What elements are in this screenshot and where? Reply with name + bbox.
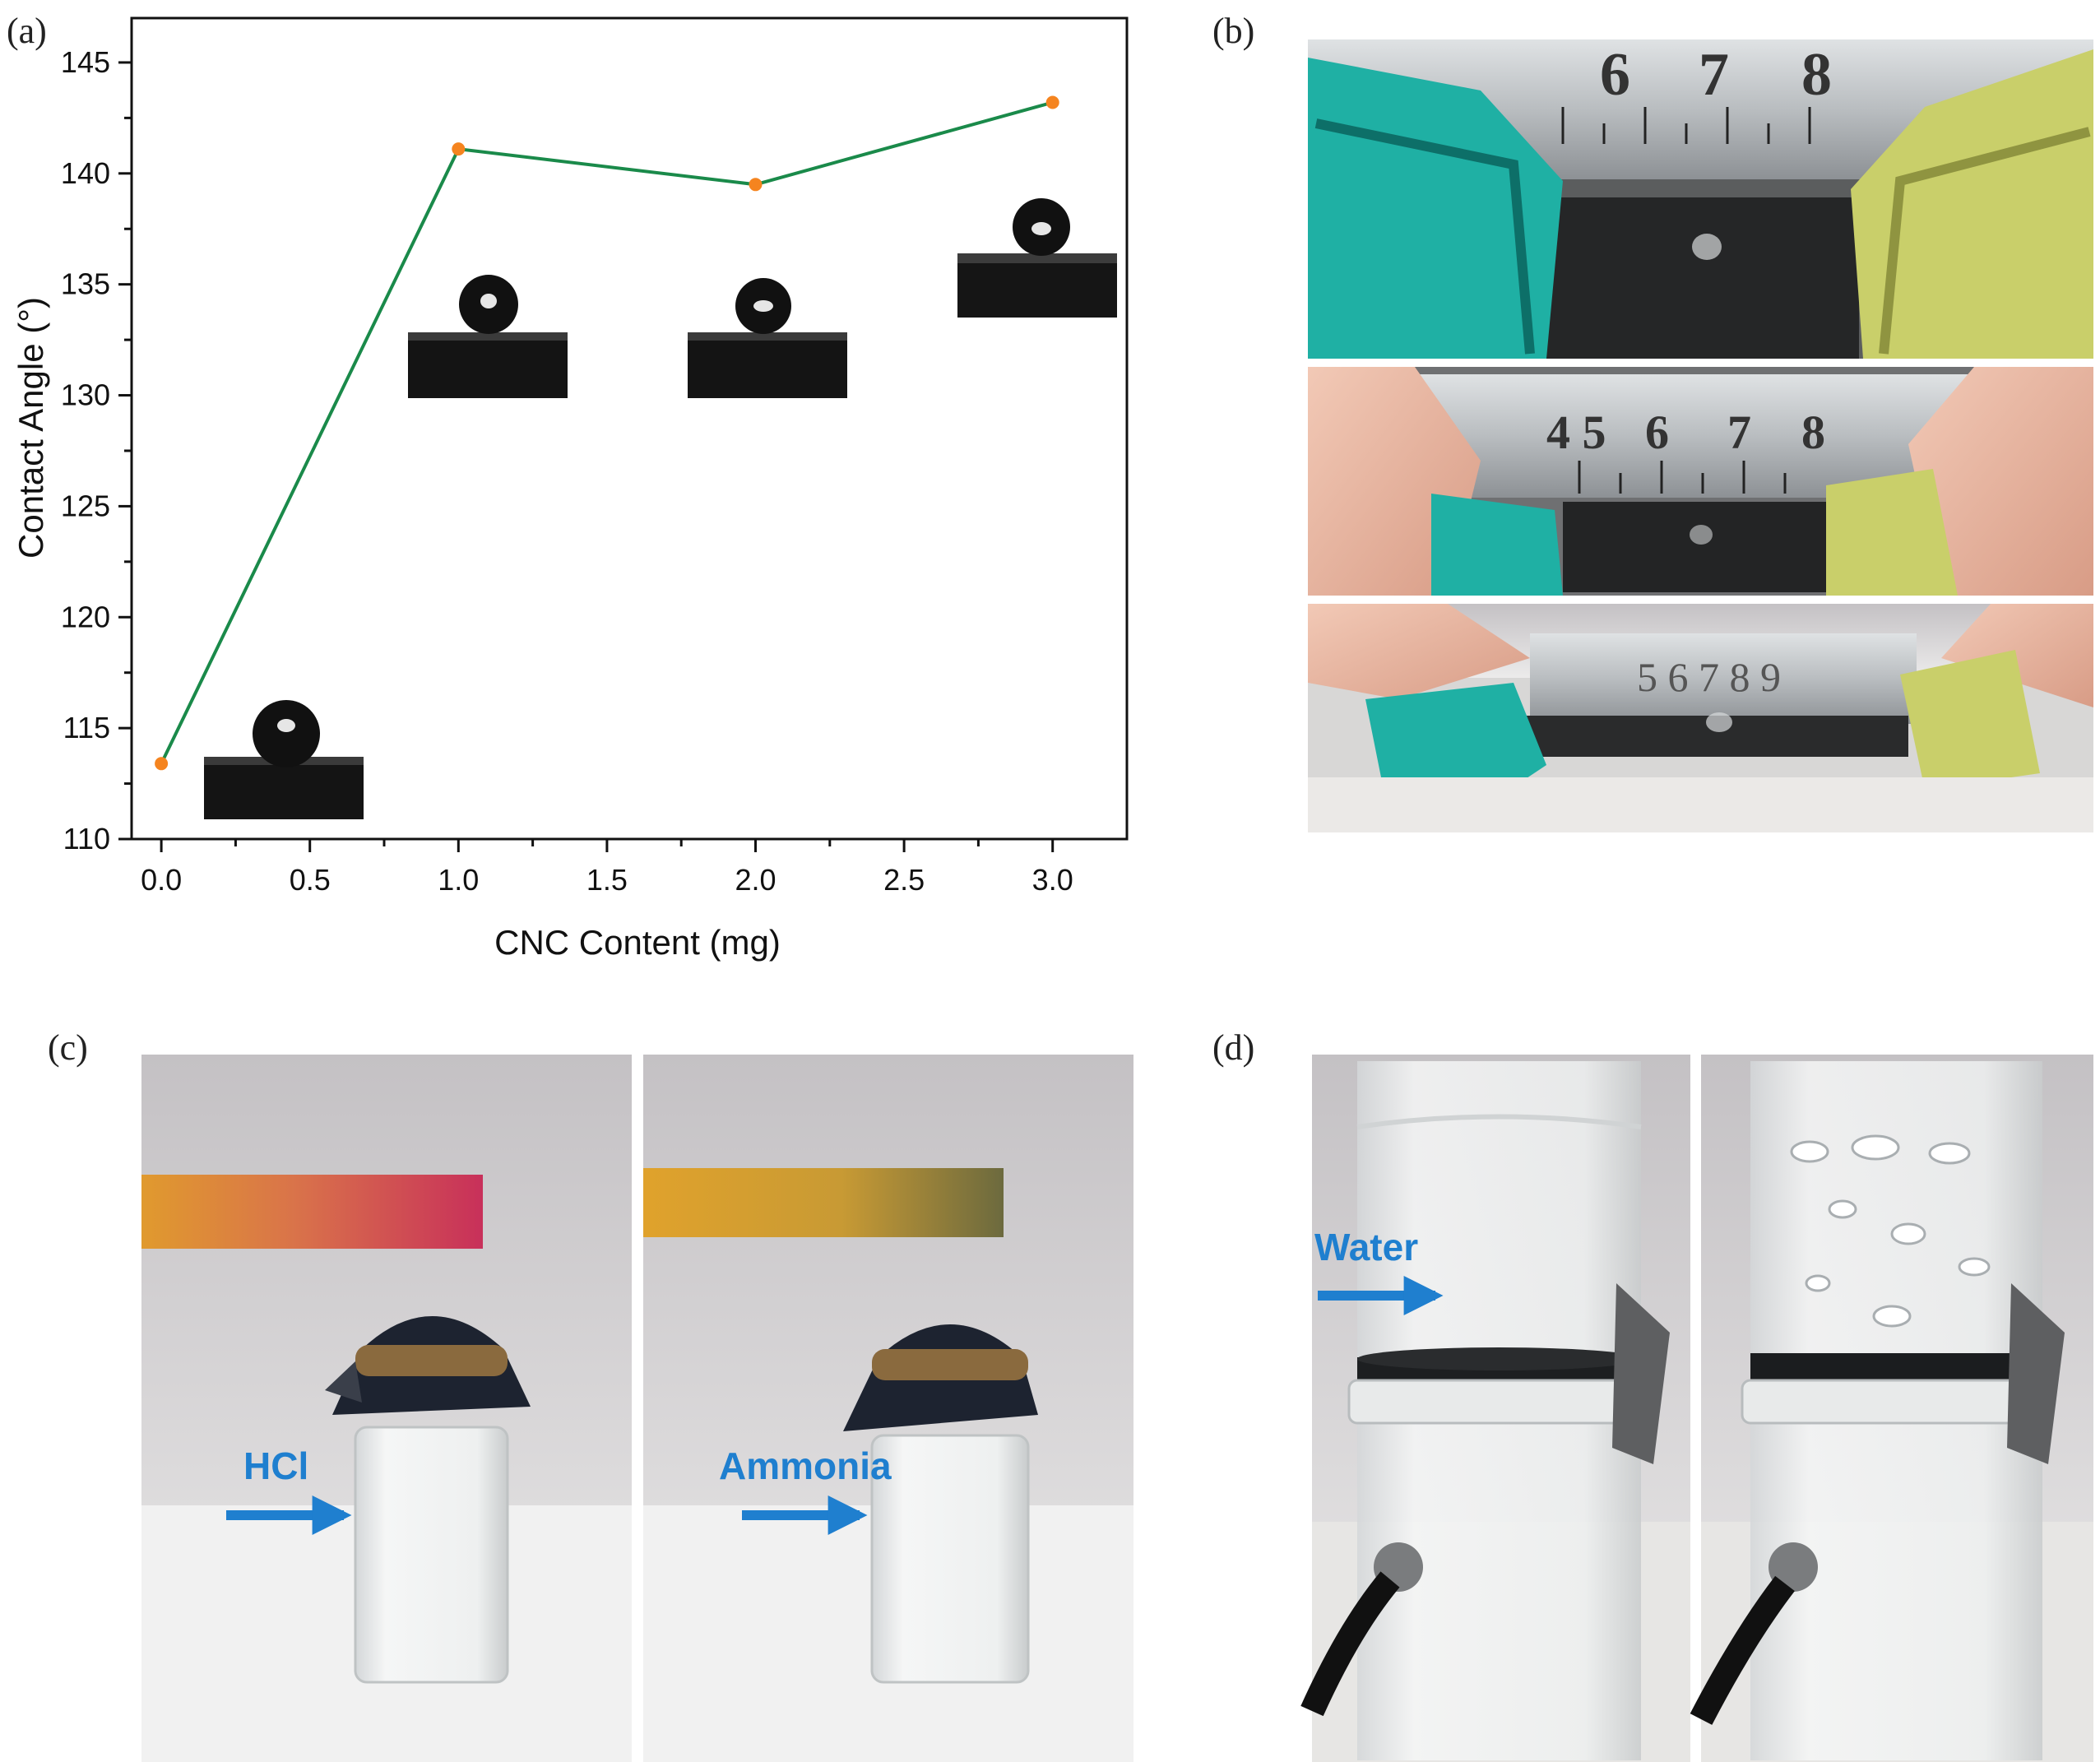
svg-text:4 5: 4 5 bbox=[1546, 406, 1606, 459]
x-tick-label: 2.5 bbox=[883, 863, 925, 897]
x-tick-label: 1.5 bbox=[586, 863, 628, 897]
panel-label-b: (b) bbox=[1212, 11, 1254, 51]
svg-text:5 6 7 8 9: 5 6 7 8 9 bbox=[1637, 654, 1781, 700]
droplet-inset-0mg bbox=[204, 700, 364, 819]
y-tick-label: 130 bbox=[61, 378, 110, 412]
label-ammonia: Ammonia bbox=[719, 1444, 892, 1487]
y-tick-label: 115 bbox=[63, 711, 110, 744]
y-tick-label: 120 bbox=[61, 600, 110, 633]
panel-label-c: (c) bbox=[48, 1027, 88, 1068]
y-tick-label: 145 bbox=[61, 45, 110, 79]
droplet-inset-2mg bbox=[688, 278, 847, 398]
series-line bbox=[160, 100, 1054, 765]
y-tick-label: 135 bbox=[61, 267, 110, 301]
svg-text:6: 6 bbox=[1645, 406, 1669, 459]
photo-d-right bbox=[1690, 1055, 2093, 1762]
y-axis-title: Contact Angle (°) bbox=[12, 297, 50, 559]
x-tick-label: 3.0 bbox=[1032, 863, 1073, 897]
x-axis-ticks: 0.0 0.5 1.0 1.5 2.0 2.5 3.0 bbox=[141, 839, 1073, 897]
x-tick-label: 2.0 bbox=[735, 863, 776, 897]
plot-frame bbox=[130, 16, 1129, 841]
data-point bbox=[1045, 95, 1059, 109]
droplet-inset-3mg bbox=[957, 198, 1117, 318]
photo-b1: 6 7 8 bbox=[1308, 39, 2093, 359]
svg-text:8: 8 bbox=[1801, 406, 1825, 459]
photo-b2: 4 5 6 7 8 bbox=[1308, 367, 2093, 596]
svg-text:7: 7 bbox=[1727, 406, 1751, 459]
photo-d-left bbox=[1300, 1055, 1690, 1762]
x-tick-label: 0.5 bbox=[290, 863, 331, 897]
droplet-inset-1mg bbox=[408, 275, 568, 398]
x-tick-label: 1.0 bbox=[438, 863, 479, 897]
series-group bbox=[155, 95, 1059, 771]
svg-text:6: 6 bbox=[1600, 41, 1630, 109]
contact-angle-chart: 110 115 120 125 130 135 140 145 0.0 0.5 1.0 1.5 2.0… bbox=[12, 16, 1129, 962]
label-hcl: HCl bbox=[243, 1444, 308, 1487]
y-tick-label: 110 bbox=[63, 822, 110, 855]
label-water: Water bbox=[1314, 1226, 1418, 1268]
photo-b3: 5 6 7 8 9 bbox=[1308, 604, 2093, 832]
data-point bbox=[155, 757, 169, 771]
photo-c-hcl bbox=[141, 1055, 632, 1762]
y-tick-label: 140 bbox=[61, 156, 110, 190]
x-axis-title: CNC Content (mg) bbox=[494, 923, 781, 962]
svg-text:7: 7 bbox=[1699, 41, 1729, 109]
panel-label-d: (d) bbox=[1212, 1027, 1254, 1068]
data-point bbox=[749, 178, 763, 192]
panel-label-a: (a) bbox=[7, 11, 47, 51]
x-tick-label: 0.0 bbox=[141, 863, 182, 897]
y-axis-ticks: 110 115 120 125 130 135 140 145 bbox=[61, 45, 132, 855]
svg-text:8: 8 bbox=[1801, 41, 1832, 109]
data-point bbox=[452, 142, 466, 156]
photo-c-ammonia bbox=[643, 1055, 1133, 1762]
y-tick-label: 125 bbox=[61, 489, 110, 522]
